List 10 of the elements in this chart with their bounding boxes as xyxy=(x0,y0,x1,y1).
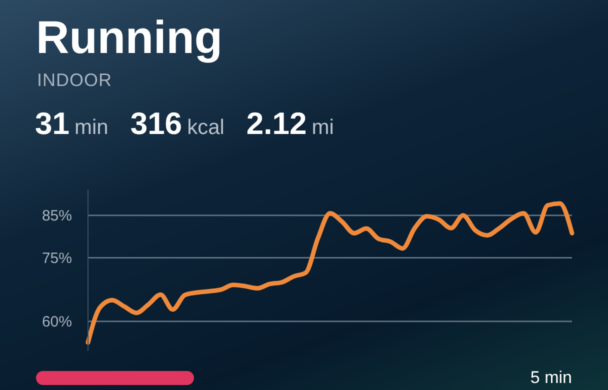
chart-title: Running xyxy=(36,10,222,64)
y-tick-label: 75% xyxy=(42,250,72,268)
text: 316 kcal xyxy=(130,106,224,141)
chart-subtitle: INDOOR xyxy=(37,70,112,91)
line-series xyxy=(86,201,574,345)
text: 2.12 mi xyxy=(246,106,334,141)
y-tick-label: 85% xyxy=(42,208,72,225)
text: 5 min xyxy=(530,368,572,388)
text: 31 min xyxy=(35,106,108,141)
y-tick-label: 60% xyxy=(42,314,72,331)
